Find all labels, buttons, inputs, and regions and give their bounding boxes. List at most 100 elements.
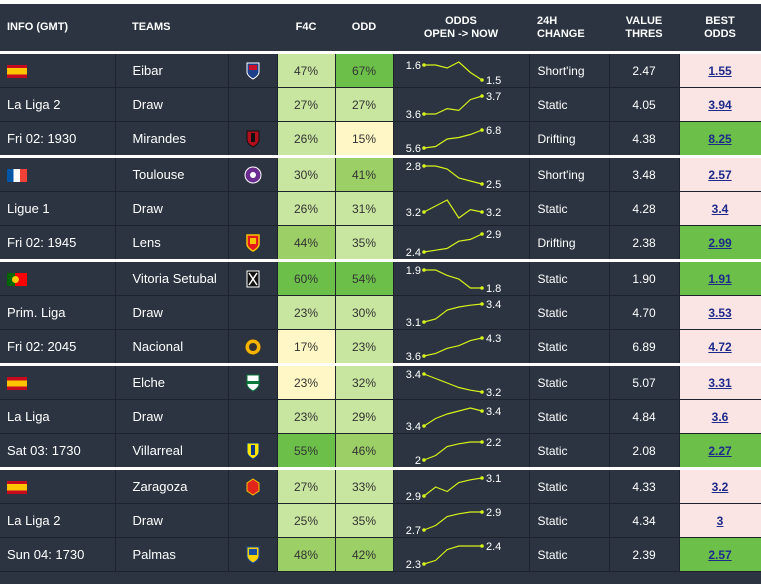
odds-open-value: 2.9 — [405, 491, 420, 503]
odd-value: 23% — [351, 339, 377, 354]
odds-sparkline: 22.2 — [414, 437, 500, 467]
match-info: Fri 02: 1945 — [7, 235, 77, 250]
best-odds-link[interactable]: 1.91 — [708, 271, 732, 286]
best-odds-link[interactable]: 1.55 — [708, 63, 732, 78]
header-f4c: F4C — [277, 4, 335, 53]
f4c-value: 55% — [293, 443, 319, 458]
f4c-cell: 47% — [277, 51, 336, 88]
best-odds-link[interactable]: 3.2 — [711, 479, 729, 494]
odds-open-value: 3.1 — [405, 317, 420, 329]
best-odds-link[interactable]: 3.6 — [711, 409, 729, 424]
change-cell: Drifting — [529, 225, 610, 261]
sparkline-now-dot — [479, 94, 484, 98]
odds-sparkline: 1.6 1.5 — [405, 60, 501, 87]
sparkline-path — [423, 511, 482, 531]
best-odds-link[interactable]: 3.4 — [711, 201, 729, 216]
match-info: La Liga 2 — [7, 97, 61, 112]
f4c-cell: 26% — [277, 191, 336, 226]
best-odds-link[interactable]: 3.94 — [708, 97, 732, 112]
info-cell: Fri 02: 2045 — [0, 329, 116, 365]
change-cell: Static — [529, 259, 610, 296]
sparkline-open-dot — [421, 562, 426, 566]
best-odds-link[interactable]: 3 — [716, 513, 724, 528]
f4c-value: 26% — [293, 201, 319, 216]
team-name: Vitoria Setubal — [132, 271, 217, 286]
odds-sparkline: 2.3 2.4 — [405, 541, 501, 571]
odds-open-value: 2.3 — [405, 559, 420, 571]
sparkline-path — [423, 441, 482, 461]
team-cell: Zaragoza — [115, 467, 229, 504]
odd-cell: 23% — [335, 329, 394, 365]
best-odds-cell: 3 — [679, 503, 761, 538]
best-odds-link[interactable]: 3.53 — [708, 305, 732, 320]
best-odds-link[interactable]: 8.25 — [708, 131, 732, 146]
sparkline-now-dot — [479, 128, 484, 132]
team-cell: Eibar — [115, 51, 229, 88]
crest-cell — [228, 87, 278, 122]
value-thres: 1.90 — [632, 271, 656, 286]
value-thres: 4.28 — [632, 201, 656, 216]
odd-cell: 15% — [335, 121, 394, 157]
info-cell: Sat 03: 1730 — [0, 433, 116, 469]
best-odds-link[interactable]: 2.57 — [708, 547, 732, 562]
sparkline-now-dot — [479, 544, 484, 548]
f4c-cell: 23% — [277, 295, 336, 330]
best-odds-link[interactable]: 2.57 — [708, 167, 732, 182]
info-cell: Prim. Liga — [0, 295, 116, 330]
match-info: Prim. Liga — [7, 305, 66, 320]
change-cell: Static — [529, 191, 610, 226]
odd-cell: 31% — [335, 191, 394, 226]
best-odds-link[interactable]: 4.72 — [708, 339, 732, 354]
odds-now-value: 4.3 — [486, 333, 501, 345]
best-odds-link[interactable]: 3.31 — [708, 375, 732, 390]
f4c-value: 30% — [293, 167, 319, 182]
sparkline-open-dot — [421, 112, 426, 116]
sparkline-now-dot — [479, 440, 484, 444]
match-row: Vitoria Setubal 60% 54% 1.9 1.8 Static 1.90 1.9… — [0, 259, 761, 296]
best-odds-link[interactable]: 2.99 — [708, 235, 732, 250]
crest-cell — [228, 467, 278, 504]
crest-cell — [228, 503, 278, 538]
sparkline-now-dot — [479, 390, 484, 394]
odd-value: 54% — [351, 271, 377, 286]
f4c-cell: 60% — [277, 259, 336, 296]
header-odd: ODD — [335, 4, 393, 53]
odds-sparkline: 3.1 3.4 — [405, 299, 501, 329]
odds-movement-cell: 3.6 4.3 — [393, 329, 530, 365]
odd-value: 27% — [351, 97, 377, 112]
team-name: Draw — [132, 97, 163, 112]
sparkline-now-dot — [479, 210, 484, 214]
best-odds-link[interactable]: 2.27 — [708, 443, 732, 458]
f4c-value: 27% — [293, 479, 319, 494]
team-cell: Lens — [115, 225, 229, 261]
change-value: Static — [537, 409, 568, 424]
odds-now-value: 2.9 — [486, 507, 501, 519]
value-thres-cell: 4.34 — [609, 503, 680, 538]
odds-now-value: 1.5 — [486, 75, 501, 87]
best-odds-cell: 3.53 — [679, 295, 761, 330]
change-cell: Static — [529, 295, 610, 330]
sparkline-open-dot — [421, 424, 426, 428]
value-thres-cell: 4.38 — [609, 121, 680, 157]
info-cell: La Liga 2 — [0, 503, 116, 538]
header-info: INFO (GMT) — [0, 4, 115, 53]
header-value-label: VALUE — [625, 14, 663, 27]
odds-movement-cell: 3.4 3.4 — [393, 399, 530, 434]
odds-now-value: 6.8 — [486, 125, 501, 137]
odds-now-value: 3.2 — [486, 207, 501, 219]
spain-flag — [7, 65, 27, 79]
sparkline-path — [423, 165, 482, 185]
best-odds-cell: 3.94 — [679, 87, 761, 122]
value-thres-cell: 4.84 — [609, 399, 680, 434]
f4c-cell: 23% — [277, 399, 336, 434]
value-thres-cell: 4.70 — [609, 295, 680, 330]
sparkline-path — [423, 545, 482, 565]
france-flag — [7, 169, 27, 183]
best-odds-cell: 2.27 — [679, 433, 761, 469]
odds-sparkline: 2.8 2.5 — [405, 161, 501, 191]
value-thres-cell: 4.33 — [609, 467, 680, 504]
odds-sparkline: 3.6 3.7 — [405, 91, 501, 121]
change-value: Static — [537, 339, 568, 354]
team-cell: Draw — [115, 503, 229, 538]
odd-value: 35% — [351, 513, 377, 528]
